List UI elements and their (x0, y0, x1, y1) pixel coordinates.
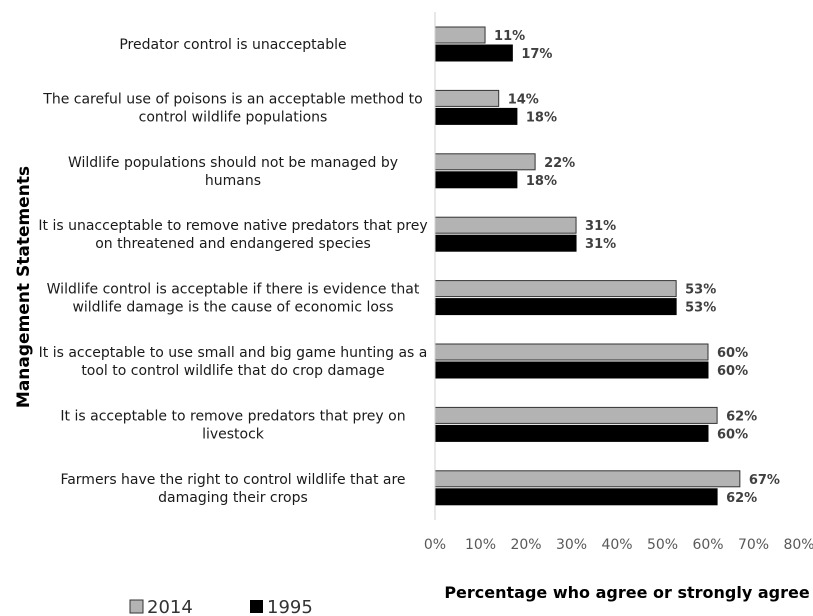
bar-1995 (434, 234, 577, 252)
bar-2014 (434, 280, 677, 298)
category-label: It is acceptable to remove predators tha… (60, 408, 405, 424)
x-tick-label: 20% (510, 537, 541, 553)
category-label: control wildlife populations (139, 109, 328, 125)
data-label-2014: 60% (717, 346, 748, 361)
bar-2014 (434, 216, 577, 234)
data-label-1995: 31% (585, 237, 616, 252)
bar-1995 (434, 107, 518, 125)
x-tick-label: 60% (692, 537, 723, 553)
bar-2014 (434, 89, 500, 107)
data-label-1995: 60% (717, 364, 748, 379)
category-label: It is acceptable to use small and big ga… (39, 345, 428, 361)
category-label: Predator control is unacceptable (119, 37, 346, 53)
data-label-2014: 14% (508, 92, 539, 107)
x-tick-labels: 0% 10% 20% 30% 40% 50% 60% 70% 80% (424, 537, 813, 553)
category-label: Farmers have the right to control wildli… (60, 472, 405, 488)
category-label: damaging their crops (158, 490, 308, 506)
bar-1995 (434, 361, 709, 379)
bar-2014 (434, 406, 718, 424)
legend-swatch-2014 (129, 599, 144, 614)
bar-2014 (434, 153, 536, 171)
x-tick-label: 40% (601, 537, 632, 553)
legend-label-1995: 1995 (267, 597, 313, 616)
legend-swatch-1995 (250, 600, 263, 613)
x-tick-label: 30% (556, 537, 587, 553)
x-tick-label: 80% (783, 537, 813, 553)
category-label: It is unacceptable to remove native pred… (38, 218, 427, 234)
x-tick-label: 10% (465, 537, 496, 553)
bar-2014 (434, 343, 709, 361)
bar-1995 (434, 488, 718, 506)
x-tick-label: 50% (647, 537, 678, 553)
data-label-1995: 18% (526, 174, 557, 189)
data-label-2014: 11% (494, 29, 525, 44)
data-label-1995: 18% (526, 110, 557, 125)
legend: 2014 1995 (129, 597, 313, 616)
bar-1995 (434, 44, 513, 62)
category-label: tool to control wildlife that do crop da… (81, 363, 384, 379)
x-tick-label: 70% (738, 537, 769, 553)
x-axis-title: Percentage who agree or strongly agree (444, 583, 809, 602)
y-axis-title: Management Statements (14, 166, 34, 408)
category-labels: Predator control is unacceptable The care… (38, 37, 427, 506)
bar-1995 (434, 424, 709, 442)
category-label: The careful use of poisons is an accepta… (42, 91, 422, 107)
data-label-2014: 62% (726, 409, 757, 424)
bar-1995 (434, 171, 518, 189)
bar-1995 (434, 298, 677, 316)
bar-2014 (434, 26, 486, 44)
data-label-1995: 17% (521, 47, 552, 62)
legend-label-2014: 2014 (147, 597, 193, 616)
data-label-1995: 62% (726, 491, 757, 506)
category-label: Wildlife populations should not be manag… (68, 155, 398, 171)
data-label-2014: 22% (544, 156, 575, 171)
data-label-1995: 60% (717, 427, 748, 442)
category-label: humans (205, 173, 261, 189)
data-labels: 11% 17% 14% 18% 22% 18% 31% 31% 53% 53% 60% 60% 62% 6… (494, 29, 780, 506)
data-label-2014: 67% (749, 473, 780, 488)
category-label: wildlife damage is the cause of economic… (72, 300, 393, 316)
category-label: on threatened and endangered species (95, 236, 371, 252)
bar-2014 (434, 470, 741, 488)
data-label-2014: 31% (585, 219, 616, 234)
x-tick-label: 0% (424, 537, 446, 553)
data-label-2014: 53% (685, 283, 716, 298)
bars (434, 26, 741, 506)
category-label: Wildlife control is acceptable if there … (47, 282, 420, 298)
category-label: livestock (202, 426, 265, 442)
data-label-1995: 53% (685, 301, 716, 316)
